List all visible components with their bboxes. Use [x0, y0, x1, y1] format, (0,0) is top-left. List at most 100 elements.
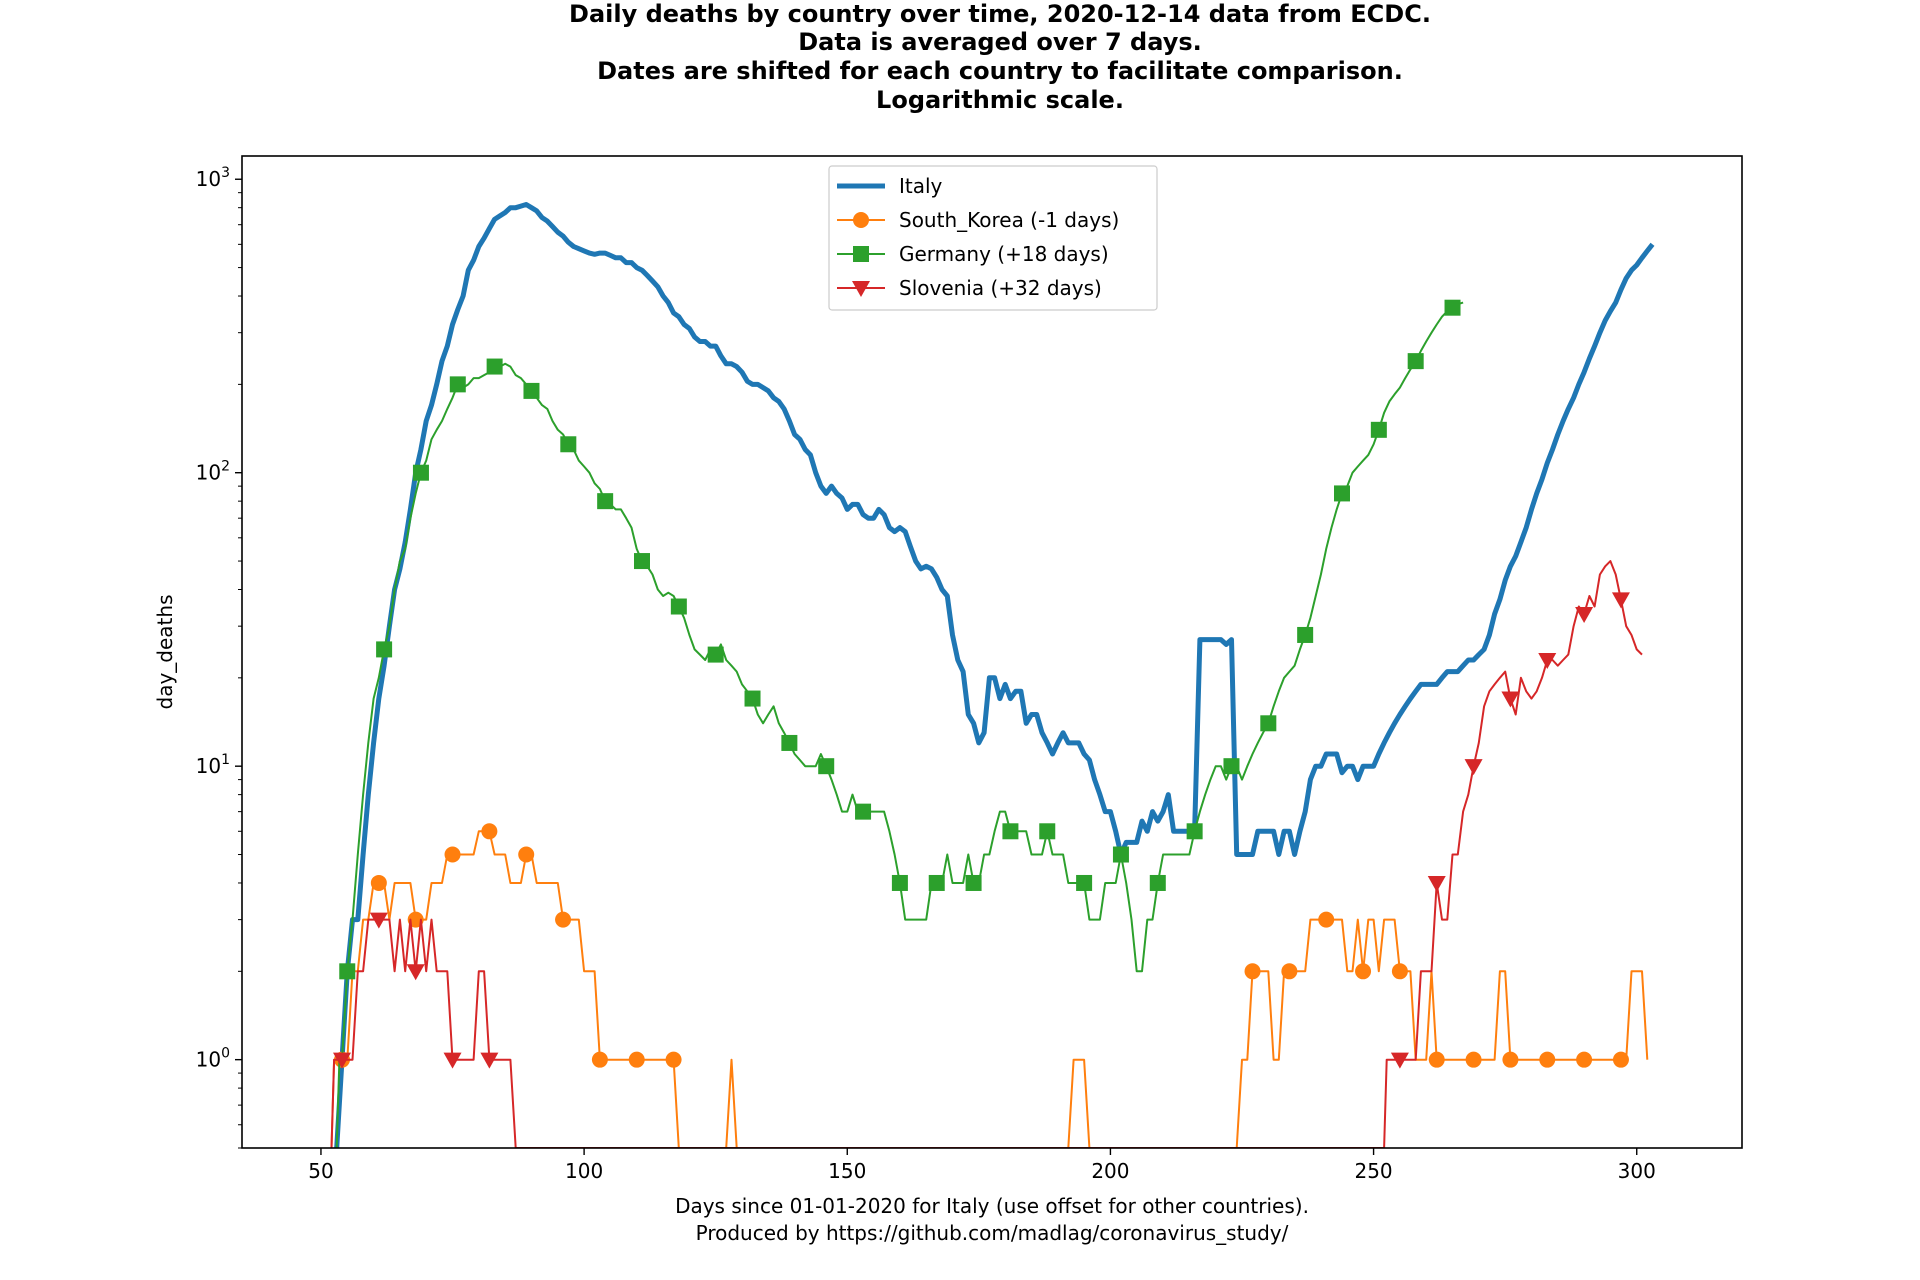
marker-slovenia-32-days	[480, 1052, 499, 1069]
series-germany-18-days	[335, 299, 1464, 1148]
marker-germany-18-days	[965, 874, 982, 891]
marker-south-korea-1-days	[518, 846, 535, 863]
x-tick-label: 200	[1091, 1159, 1129, 1183]
marker-germany-18-days	[560, 436, 577, 453]
marker-south-korea-1-days	[1539, 1051, 1556, 1068]
marker-south-korea-1-days	[1318, 911, 1335, 928]
x-axis: 50 100 150 200 250 300	[308, 1148, 1656, 1183]
marker-germany-18-days	[1112, 846, 1129, 863]
marker-south-korea-1-days	[1281, 963, 1298, 980]
marker-slovenia-32-days	[1538, 653, 1557, 670]
marker-germany-18-days	[1260, 715, 1277, 732]
marker-germany-18-days	[486, 358, 503, 375]
series-line-slovenia-32-days	[330, 560, 1643, 1148]
plot-frame	[241, 155, 1743, 1149]
marker-south-korea-1-days	[591, 1051, 608, 1068]
x-axis-label-line-2: Produced by https://github.com/madlag/co…	[696, 1221, 1289, 1245]
marker-germany-18-days	[1444, 299, 1461, 316]
marker-slovenia-32-days	[1611, 592, 1630, 609]
marker-germany-18-days	[1297, 626, 1314, 643]
legend-marker	[852, 281, 870, 297]
marker-germany-18-days	[1186, 823, 1203, 840]
marker-slovenia-32-days	[1390, 1052, 1409, 1069]
marker-germany-18-days	[855, 803, 872, 820]
x-tick-label: 150	[828, 1159, 866, 1183]
plot-area	[330, 202, 1655, 1148]
marker-south-korea-1-days	[1355, 963, 1372, 980]
marker-germany-18-days	[1370, 421, 1387, 438]
marker-germany-18-days	[1334, 485, 1350, 502]
legend-marker	[853, 246, 869, 262]
marker-germany-18-days	[634, 553, 650, 570]
x-tick-label: 250	[1354, 1159, 1392, 1183]
marker-south-korea-1-days	[1612, 1051, 1629, 1068]
marker-germany-18-days	[1149, 874, 1166, 891]
y-tick-label: 103	[196, 165, 230, 191]
marker-germany-18-days	[1407, 353, 1424, 370]
legend-label: South_Korea (-1 days)	[899, 208, 1119, 232]
legend-entry: South_Korea (-1 days)	[837, 208, 1119, 232]
marker-slovenia-32-days	[443, 1052, 462, 1069]
marker-south-korea-1-days	[370, 874, 387, 891]
chart-title-line-4: Logarithmic scale.	[876, 86, 1124, 114]
marker-germany-18-days	[449, 376, 466, 393]
legend-entry: Germany (+18 days)	[837, 242, 1109, 266]
marker-germany-18-days	[523, 382, 540, 399]
marker-south-korea-1-days	[1576, 1051, 1593, 1068]
marker-germany-18-days	[412, 464, 429, 481]
marker-south-korea-1-days	[481, 823, 498, 840]
legend-label: Germany (+18 days)	[899, 242, 1109, 266]
y-tick-label: 100	[196, 1046, 230, 1072]
y-axis-label: day_deaths	[153, 595, 177, 710]
marker-south-korea-1-days	[444, 846, 461, 863]
series-line-germany-18-days	[335, 301, 1464, 1148]
marker-south-korea-1-days	[1428, 1051, 1445, 1068]
series-line-italy	[334, 202, 1655, 1148]
chart-title-line-2: Data is averaged over 7 days.	[798, 28, 1202, 56]
marker-south-korea-1-days	[555, 911, 572, 928]
legend-marker	[853, 212, 869, 228]
legend-label: Italy	[899, 174, 943, 198]
marker-germany-18-days	[928, 874, 945, 891]
marker-germany-18-days	[1076, 874, 1093, 891]
legend-entry: Italy	[837, 174, 943, 198]
marker-slovenia-32-days	[1427, 875, 1446, 892]
marker-germany-18-days	[744, 690, 761, 707]
legend: Italy South_Korea (-1 days) Germany (+18 d…	[828, 165, 1158, 311]
marker-germany-18-days	[376, 641, 393, 658]
legend-box	[828, 165, 1158, 311]
x-tick-label: 300	[1618, 1159, 1656, 1183]
marker-germany-18-days	[1002, 823, 1019, 840]
marker-south-korea-1-days	[1244, 963, 1261, 980]
y-axis: 100 101 102 103	[196, 165, 242, 1149]
chart-title-line-3: Dates are shifted for each country to fa…	[597, 57, 1403, 85]
marker-germany-18-days	[339, 963, 356, 980]
marker-germany-18-days	[891, 874, 908, 891]
legend-label: Slovenia (+32 days)	[899, 276, 1102, 300]
marker-slovenia-32-days	[1501, 691, 1520, 708]
marker-germany-18-days	[597, 493, 614, 510]
marker-slovenia-32-days	[369, 912, 388, 929]
marker-germany-18-days	[707, 646, 724, 663]
y-tick-label: 101	[196, 752, 230, 778]
marker-germany-18-days	[1039, 823, 1056, 840]
series-slovenia-32-days	[330, 560, 1643, 1148]
marker-south-korea-1-days	[628, 1051, 645, 1068]
marker-south-korea-1-days	[1465, 1051, 1482, 1068]
marker-germany-18-days	[781, 734, 798, 751]
marker-germany-18-days	[1223, 758, 1240, 775]
marker-south-korea-1-days	[1391, 963, 1408, 980]
y-tick-label: 102	[196, 459, 230, 485]
marker-slovenia-32-days	[1464, 759, 1483, 776]
marker-south-korea-1-days	[665, 1051, 682, 1068]
series-italy	[334, 202, 1655, 1148]
series-south-korea-1-days	[330, 823, 1649, 1148]
marker-germany-18-days	[818, 758, 835, 775]
x-axis-label-line-1: Days since 01-01-2020 for Italy (use off…	[675, 1194, 1309, 1218]
chart-title-line-1: Daily deaths by country over time, 2020-…	[569, 0, 1431, 28]
marker-slovenia-32-days	[406, 964, 425, 981]
x-tick-label: 50	[308, 1159, 333, 1183]
marker-south-korea-1-days	[1502, 1051, 1519, 1068]
